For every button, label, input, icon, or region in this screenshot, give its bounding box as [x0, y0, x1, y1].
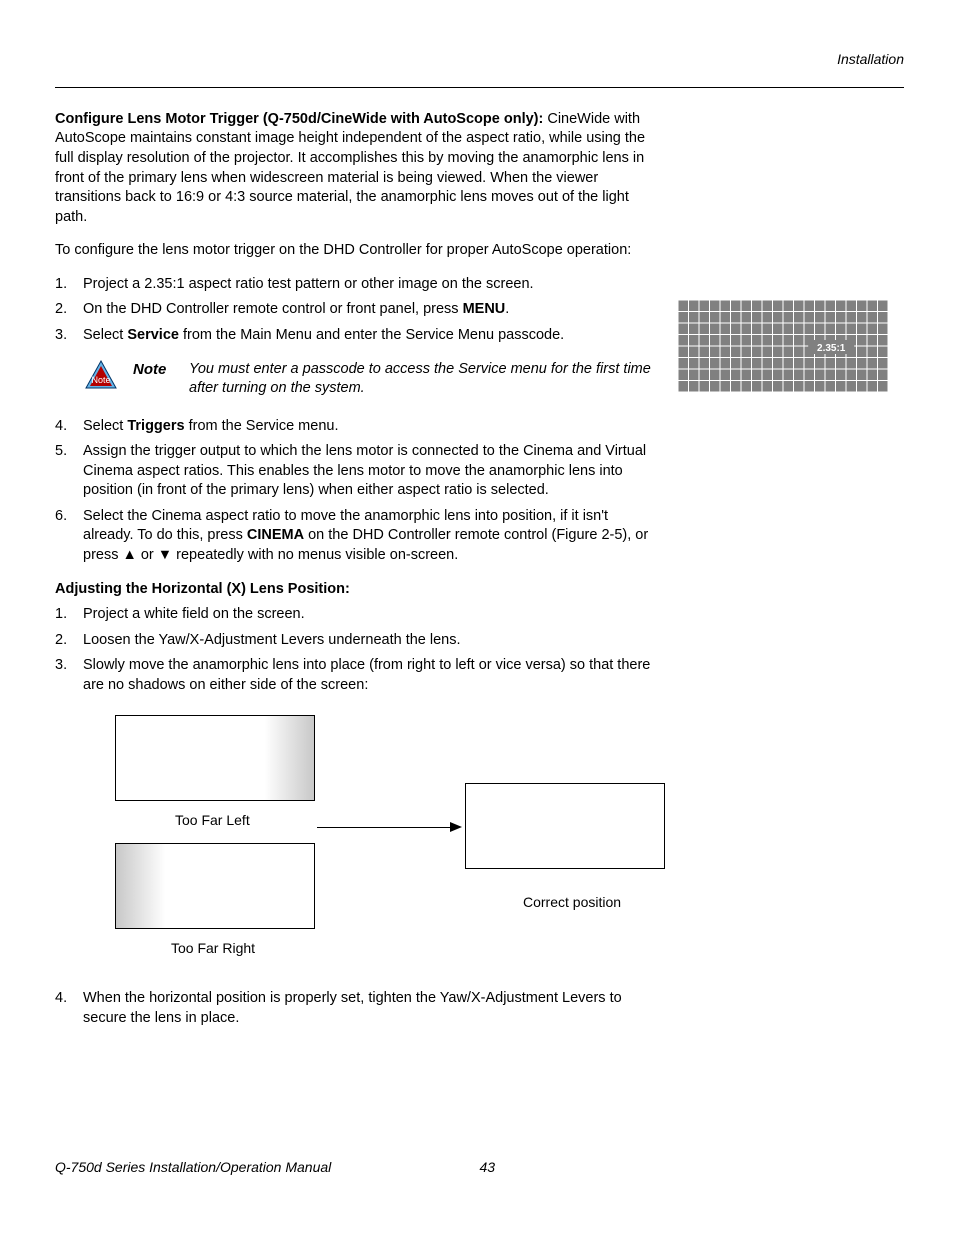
note-text: You must enter a passcode to access the … [189, 360, 660, 399]
label-too-far-left: Too Far Left [175, 811, 250, 830]
label-too-far-right: Too Far Right [171, 939, 255, 958]
list-item: 1.Project a white field on the screen. [55, 605, 660, 625]
note-block: Note Note You must enter a passcode to a… [85, 360, 660, 399]
side-column: 2.35:1 [678, 110, 904, 1043]
svg-text:Note: Note [91, 375, 110, 385]
list-1: 1.Project a 2.35:1 aspect ratio test pat… [55, 275, 660, 346]
svg-text:2.35:1: 2.35:1 [817, 343, 846, 354]
rect-too-far-right [115, 843, 315, 929]
header-rule [55, 87, 904, 88]
list-item: 4.When the horizontal position is proper… [55, 989, 660, 1028]
lens-position-diagram: Too Far Left Too Far Right Correct posit… [85, 715, 660, 965]
section2-heading: Adjusting the Horizontal (X) Lens Positi… [55, 580, 660, 600]
header-section: Installation [55, 50, 904, 69]
label-correct: Correct position [523, 893, 621, 912]
list-item: 2.Loosen the Yaw/X-Adjustment Levers und… [55, 631, 660, 651]
intro-heading-rest: CineWide with AutoScope maintains consta… [55, 111, 645, 225]
intro-heading-bold: Configure Lens Motor Trigger (Q-750d/Cin… [55, 111, 547, 127]
list-item: 1.Project a 2.35:1 aspect ratio test pat… [55, 275, 660, 295]
list-item: 4.Select Triggers from the Service menu. [55, 417, 660, 437]
footer-page: 43 [480, 1158, 496, 1177]
page-footer: Q-750d Series Installation/Operation Man… [55, 1158, 904, 1177]
intro-para2: To configure the lens motor trigger on t… [55, 241, 660, 261]
main-column: Configure Lens Motor Trigger (Q-750d/Cin… [55, 110, 660, 1043]
rect-too-far-left [115, 715, 315, 801]
intro-para: Configure Lens Motor Trigger (Q-750d/Cin… [55, 110, 660, 227]
list-item: 3.Slowly move the anamorphic lens into p… [55, 656, 660, 695]
aspect-grid-illustration: 2.35:1 [678, 300, 888, 392]
note-label: Note [133, 360, 173, 380]
arrow-line [317, 827, 452, 828]
list-item: 5.Assign the trigger output to which the… [55, 442, 660, 501]
list-4: 4.When the horizontal position is proper… [55, 989, 660, 1028]
arrow-head-icon [450, 822, 462, 832]
list-item: 6.Select the Cinema aspect ratio to move… [55, 507, 660, 566]
footer-title: Q-750d Series Installation/Operation Man… [55, 1158, 480, 1177]
list-3: 1.Project a white field on the screen. 2… [55, 605, 660, 695]
list-item: 2.On the DHD Controller remote control o… [55, 300, 660, 320]
note-icon: Note [85, 360, 117, 390]
list-item: 3.Select Service from the Main Menu and … [55, 326, 660, 346]
list-2: 4.Select Triggers from the Service menu.… [55, 417, 660, 566]
rect-correct [465, 783, 665, 869]
